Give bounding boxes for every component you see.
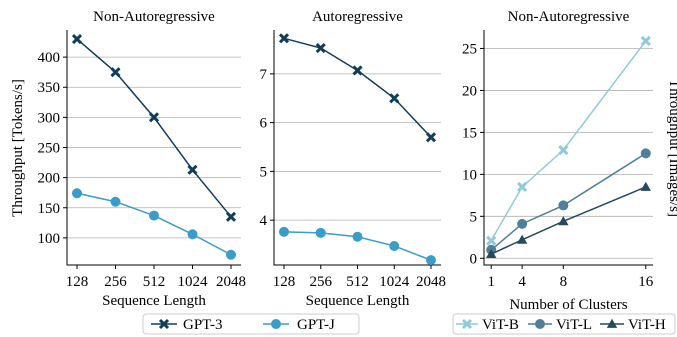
- data-point-gpt-3: [425, 132, 437, 143]
- legend-marker-vit-h: [606, 318, 618, 328]
- data-point-vit-l: [558, 200, 569, 211]
- data-point-gpt-3: [187, 164, 198, 175]
- legend-marker-vit-l: [535, 318, 546, 329]
- legend-marker-vit-b: [461, 318, 473, 330]
- y-tick-label: 0: [470, 251, 478, 267]
- y-tick-label: 350: [38, 80, 61, 96]
- y-tick-label: 25: [462, 41, 477, 57]
- data-point-gpt-j: [225, 249, 236, 260]
- data-point-gpt-j: [352, 231, 363, 242]
- y-tick-label: 5: [260, 164, 268, 180]
- data-point-gpt-j: [148, 210, 159, 221]
- y-tick-label: 4: [260, 213, 268, 229]
- y-tick-label: 250: [38, 141, 61, 157]
- left-y-axis-label: Throughput [Tokens/s]: [10, 79, 26, 217]
- data-point-gpt-j: [425, 255, 436, 266]
- data-point-gpt-3: [110, 67, 121, 78]
- x-tick-label: 256: [104, 274, 127, 290]
- x-tick-label: 128: [273, 274, 296, 290]
- data-point-vit-b: [486, 235, 497, 246]
- data-point-gpt-j: [72, 188, 83, 199]
- legend-label-gpt-3: GPT-3: [183, 317, 222, 333]
- data-point-gpt-3: [278, 33, 290, 44]
- data-point-gpt-j: [278, 226, 289, 237]
- x-tick-label: 4: [518, 274, 526, 290]
- data-point-gpt-3: [352, 65, 363, 76]
- y-tick-label: 20: [462, 83, 477, 99]
- axis-frame: [273, 30, 441, 266]
- x-tick-label: 128: [66, 274, 89, 290]
- y-tick-label: 400: [38, 50, 61, 66]
- panel-title: Non-Autoregressive: [93, 9, 215, 25]
- x-tick-label: 512: [346, 274, 369, 290]
- y-tick-label: 150: [38, 201, 61, 217]
- data-point-gpt-j: [389, 240, 400, 251]
- x-tick-label: 8: [560, 274, 568, 290]
- series-line-vit-l: [490, 152, 647, 251]
- x-tick-label: 256: [310, 274, 333, 290]
- legend-left: [142, 313, 360, 335]
- x-tick-label: 2048: [416, 274, 446, 290]
- data-point-vit-b: [558, 144, 569, 156]
- data-point-gpt-j: [187, 229, 198, 240]
- legend-label-gpt-j: GPT-J: [297, 317, 335, 333]
- data-point-gpt-3: [315, 42, 326, 54]
- axis-frame: [483, 30, 653, 266]
- series-line-vit-h: [490, 186, 647, 255]
- x-tick-label: 16: [638, 274, 654, 290]
- data-point-vit-b: [640, 35, 651, 46]
- data-point-vit-h: [640, 181, 651, 191]
- data-point-gpt-3: [389, 93, 400, 104]
- x-tick-label: 1024: [178, 274, 209, 290]
- right-y-axis-label: Throughput [Images/s]: [666, 79, 677, 217]
- x-tick-label: 1024: [379, 274, 410, 290]
- series-line-vit-b: [490, 40, 647, 242]
- legend-marker-gpt-3: [158, 318, 170, 330]
- y-tick-label: 200: [38, 171, 61, 187]
- legend-label-vit-l: ViT-L: [556, 317, 592, 333]
- series-line-gpt-j: [76, 192, 232, 256]
- series-line-gpt-3: [76, 38, 232, 218]
- legend-label-vit-h: ViT-H: [628, 317, 666, 333]
- y-tick-label: 7: [260, 67, 268, 83]
- data-point-vit-h: [558, 216, 569, 226]
- data-point-vit-l: [640, 148, 651, 159]
- legend-label-vit-b: ViT-B: [482, 317, 519, 333]
- x-tick-label: 512: [143, 274, 166, 290]
- y-tick-label: 15: [462, 125, 477, 141]
- data-point-gpt-j: [110, 196, 121, 207]
- axis-frame: [66, 30, 241, 266]
- x-axis-label: Sequence Length: [102, 293, 206, 309]
- x-tick-label: 2048: [216, 274, 246, 290]
- data-point-vit-h: [516, 234, 528, 244]
- data-point-gpt-3: [148, 112, 160, 123]
- y-tick-label: 6: [260, 116, 268, 132]
- data-point-vit-h: [486, 248, 497, 258]
- data-point-gpt-3: [225, 211, 237, 222]
- legend-right: [452, 313, 676, 335]
- data-point-gpt-3: [71, 33, 83, 45]
- legend-marker-gpt-j: [270, 318, 281, 329]
- panel-title: Autoregressive: [312, 9, 403, 25]
- data-point-vit-l: [517, 218, 528, 229]
- y-tick-label: 100: [38, 231, 61, 247]
- x-axis-label: Sequence Length: [306, 293, 410, 309]
- panel-title: Non-Autoregressive: [508, 9, 630, 25]
- data-point-gpt-j: [315, 227, 326, 238]
- y-tick-label: 5: [470, 209, 478, 225]
- y-tick-label: 300: [38, 110, 61, 126]
- data-point-vit-b: [517, 181, 528, 193]
- y-tick-label: 10: [462, 167, 477, 183]
- x-tick-label: 1: [487, 274, 495, 290]
- x-axis-label: Number of Clusters: [509, 297, 627, 313]
